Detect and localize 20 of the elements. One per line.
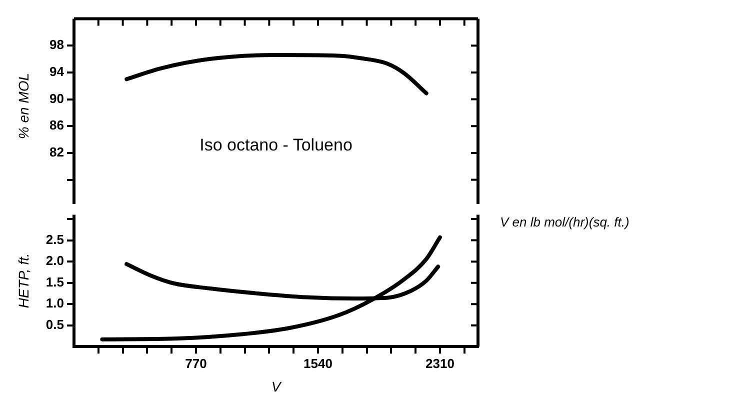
y-tick-label: 0.5	[46, 316, 64, 332]
y-tick-label: 2.0	[46, 253, 64, 268]
y-tick-label: 82	[50, 144, 64, 160]
y-tick-label: 90	[50, 90, 64, 106]
y-tick-label: 98	[50, 37, 64, 52]
x-axis-title: V	[271, 378, 282, 394]
x-tick-label: 2310	[426, 356, 454, 371]
y-tick-label: 94	[50, 64, 65, 80]
line-series	[100, 235, 442, 342]
annotation: Iso octano - Tolueno	[200, 136, 352, 155]
y-axis-title: % en MOL	[15, 72, 32, 140]
y-axis-title: HETP, ft.	[15, 253, 32, 308]
text: V en lb mol/(hr)(sq. ft.)	[500, 214, 630, 230]
line-series	[124, 53, 428, 96]
y-tick-label: 1.0	[46, 296, 64, 311]
x-tick-label: 770	[185, 356, 207, 371]
y-tick-label: 1.5	[46, 274, 64, 290]
x-tick-label: 1540	[304, 356, 332, 371]
y-tick-label: 86	[50, 118, 64, 133]
y-tick-label: 2.5	[46, 232, 64, 247]
